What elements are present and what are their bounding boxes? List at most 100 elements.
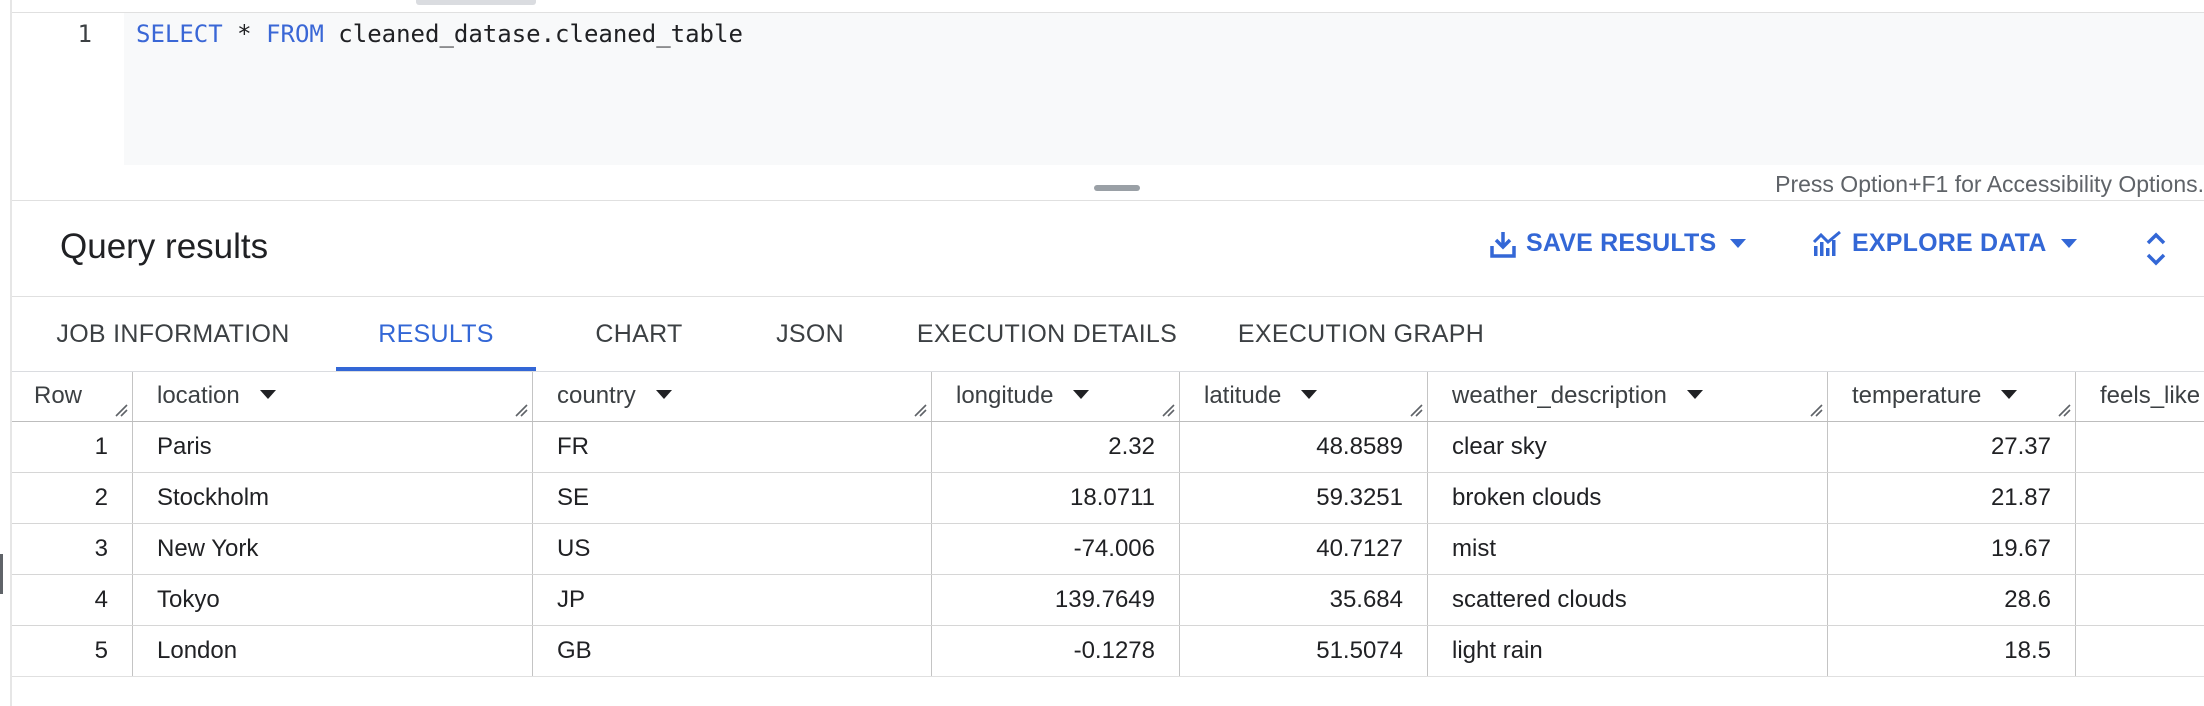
cell-feels-like[interactable]: [2076, 422, 2204, 472]
tab-execution-graph[interactable]: EXECUTION GRAPH: [1237, 320, 1485, 348]
cell-feels-like[interactable]: [2076, 524, 2204, 574]
cell-longitude[interactable]: -74.006: [932, 524, 1180, 574]
sort-caret-icon[interactable]: [1073, 390, 1090, 400]
resize-handle-icon[interactable]: [1409, 403, 1423, 417]
column-header-longitude[interactable]: longitude: [932, 372, 1180, 421]
code-table-ref: cleaned_datase.cleaned_table: [323, 20, 743, 48]
row-number: 1: [12, 422, 133, 472]
editor-top-tab-indicator: [416, 0, 536, 5]
explore-data-button[interactable]: EXPLORE DATA: [1812, 229, 2077, 258]
resize-handle-icon[interactable]: [514, 403, 528, 417]
cell-location[interactable]: New York: [133, 524, 533, 574]
cell-latitude[interactable]: 40.7127: [1180, 524, 1428, 574]
row-number: 4: [12, 575, 133, 625]
table-row[interactable]: 2 Stockholm SE 18.0711 59.3251 broken cl…: [12, 473, 2204, 524]
results-header: Query results SAVE RESULTS EXPLORE DATA: [12, 201, 2204, 297]
cell-latitude[interactable]: 35.684: [1180, 575, 1428, 625]
editor-splitter: Press Option+F1 for Accessibility Option…: [12, 165, 2204, 201]
tab-results[interactable]: RESULTS: [336, 297, 536, 371]
cell-longitude[interactable]: -0.1278: [932, 626, 1180, 676]
cell-weather-description[interactable]: clear sky: [1428, 422, 1828, 472]
tab-execution-details[interactable]: EXECUTION DETAILS: [916, 320, 1178, 348]
sql-editor[interactable]: 1 SELECT * FROM cleaned_datase.cleaned_t…: [12, 13, 2204, 165]
tab-job-information[interactable]: JOB INFORMATION: [56, 320, 290, 348]
column-label: Row: [34, 382, 83, 409]
sort-caret-icon[interactable]: [1686, 390, 1703, 400]
cell-country[interactable]: SE: [533, 473, 932, 523]
cell-location[interactable]: Stockholm: [133, 473, 533, 523]
cell-country[interactable]: US: [533, 524, 932, 574]
scroll-indicator[interactable]: [0, 554, 3, 594]
row-number: 3: [12, 524, 133, 574]
column-label: feels_like: [2100, 382, 2201, 409]
cell-weather-description[interactable]: mist: [1428, 524, 1828, 574]
column-label: longitude: [956, 382, 1054, 409]
code-star: *: [222, 20, 267, 48]
code-line[interactable]: SELECT * FROM cleaned_datase.cleaned_tab…: [136, 17, 743, 51]
cell-country[interactable]: GB: [533, 626, 932, 676]
cell-temperature[interactable]: 19.67: [1828, 524, 2076, 574]
column-header-location[interactable]: location: [133, 372, 533, 421]
download-icon: [1490, 230, 1516, 258]
column-header-temperature[interactable]: temperature: [1828, 372, 2076, 421]
cell-weather-description[interactable]: scattered clouds: [1428, 575, 1828, 625]
cell-location[interactable]: Paris: [133, 422, 533, 472]
results-title: Query results: [60, 227, 269, 266]
sort-caret-icon[interactable]: [259, 390, 276, 400]
resize-drag-handle[interactable]: [1094, 185, 1140, 191]
cell-temperature[interactable]: 18.5: [1828, 626, 2076, 676]
cell-feels-like[interactable]: [2076, 473, 2204, 523]
cell-longitude[interactable]: 2.32: [932, 422, 1180, 472]
cell-location[interactable]: London: [133, 626, 533, 676]
accessibility-hint: Press Option+F1 for Accessibility Option…: [1775, 171, 2204, 197]
column-header-row: Row: [12, 372, 133, 421]
table-row[interactable]: 4 Tokyo JP 139.7649 35.684 scattered clo…: [12, 575, 2204, 626]
sort-caret-icon[interactable]: [655, 390, 672, 400]
column-label: latitude: [1204, 382, 1282, 409]
table-row[interactable]: 3 New York US -74.006 40.7127 mist 19.67: [12, 524, 2204, 575]
table-row[interactable]: 5 London GB -0.1278 51.5074 light rain 1…: [12, 626, 2204, 676]
top-edge-rule: [12, 0, 2204, 13]
cell-latitude[interactable]: 51.5074: [1180, 626, 1428, 676]
column-header-country[interactable]: country: [533, 372, 932, 421]
editor-gutter: 1: [12, 13, 124, 165]
cell-latitude[interactable]: 48.8589: [1180, 422, 1428, 472]
left-edge-rule: [10, 0, 12, 706]
cell-location[interactable]: Tokyo: [133, 575, 533, 625]
cell-temperature[interactable]: 27.37: [1828, 422, 2076, 472]
sort-caret-icon[interactable]: [2001, 390, 2018, 400]
table-row[interactable]: 1 Paris FR 2.32 48.8589 clear sky 27.37: [12, 422, 2204, 473]
resize-handle-icon[interactable]: [1809, 403, 1823, 417]
row-number: 2: [12, 473, 133, 523]
cell-feels-like[interactable]: [2076, 626, 2204, 676]
sort-caret-icon[interactable]: [1301, 390, 1318, 400]
expand-panel-button[interactable]: [2136, 227, 2176, 271]
resize-handle-icon[interactable]: [1161, 403, 1175, 417]
cell-temperature[interactable]: 21.87: [1828, 473, 2076, 523]
resize-handle-icon[interactable]: [913, 403, 927, 417]
cell-longitude[interactable]: 18.0711: [932, 473, 1180, 523]
cell-latitude[interactable]: 59.3251: [1180, 473, 1428, 523]
cell-country[interactable]: FR: [533, 422, 932, 472]
column-header-weather-description[interactable]: weather_description: [1428, 372, 1828, 421]
cell-country[interactable]: JP: [533, 575, 932, 625]
cell-weather-description[interactable]: light rain: [1428, 626, 1828, 676]
tab-chart[interactable]: CHART: [595, 320, 683, 348]
resize-handle-icon[interactable]: [2057, 403, 2071, 417]
column-label: temperature: [1852, 382, 1982, 409]
cell-longitude[interactable]: 139.7649: [932, 575, 1180, 625]
results-table: Row location country longitude latitude …: [12, 372, 2204, 676]
save-results-button[interactable]: SAVE RESULTS: [1490, 229, 1747, 258]
resize-handle-icon[interactable]: [114, 403, 128, 417]
cell-feels-like[interactable]: [2076, 575, 2204, 625]
column-header-feels-like[interactable]: feels_like: [2076, 372, 2204, 421]
cell-weather-description[interactable]: broken clouds: [1428, 473, 1828, 523]
grid-bottom-rule: [12, 676, 2204, 677]
column-header-latitude[interactable]: latitude: [1180, 372, 1428, 421]
tab-json[interactable]: JSON: [776, 320, 844, 348]
column-label: weather_description: [1452, 382, 1667, 409]
table-header: Row location country longitude latitude …: [12, 372, 2204, 422]
code-area[interactable]: SELECT * FROM cleaned_datase.cleaned_tab…: [124, 13, 2204, 165]
cell-temperature[interactable]: 28.6: [1828, 575, 2076, 625]
chart-line-icon: [1812, 230, 1842, 258]
